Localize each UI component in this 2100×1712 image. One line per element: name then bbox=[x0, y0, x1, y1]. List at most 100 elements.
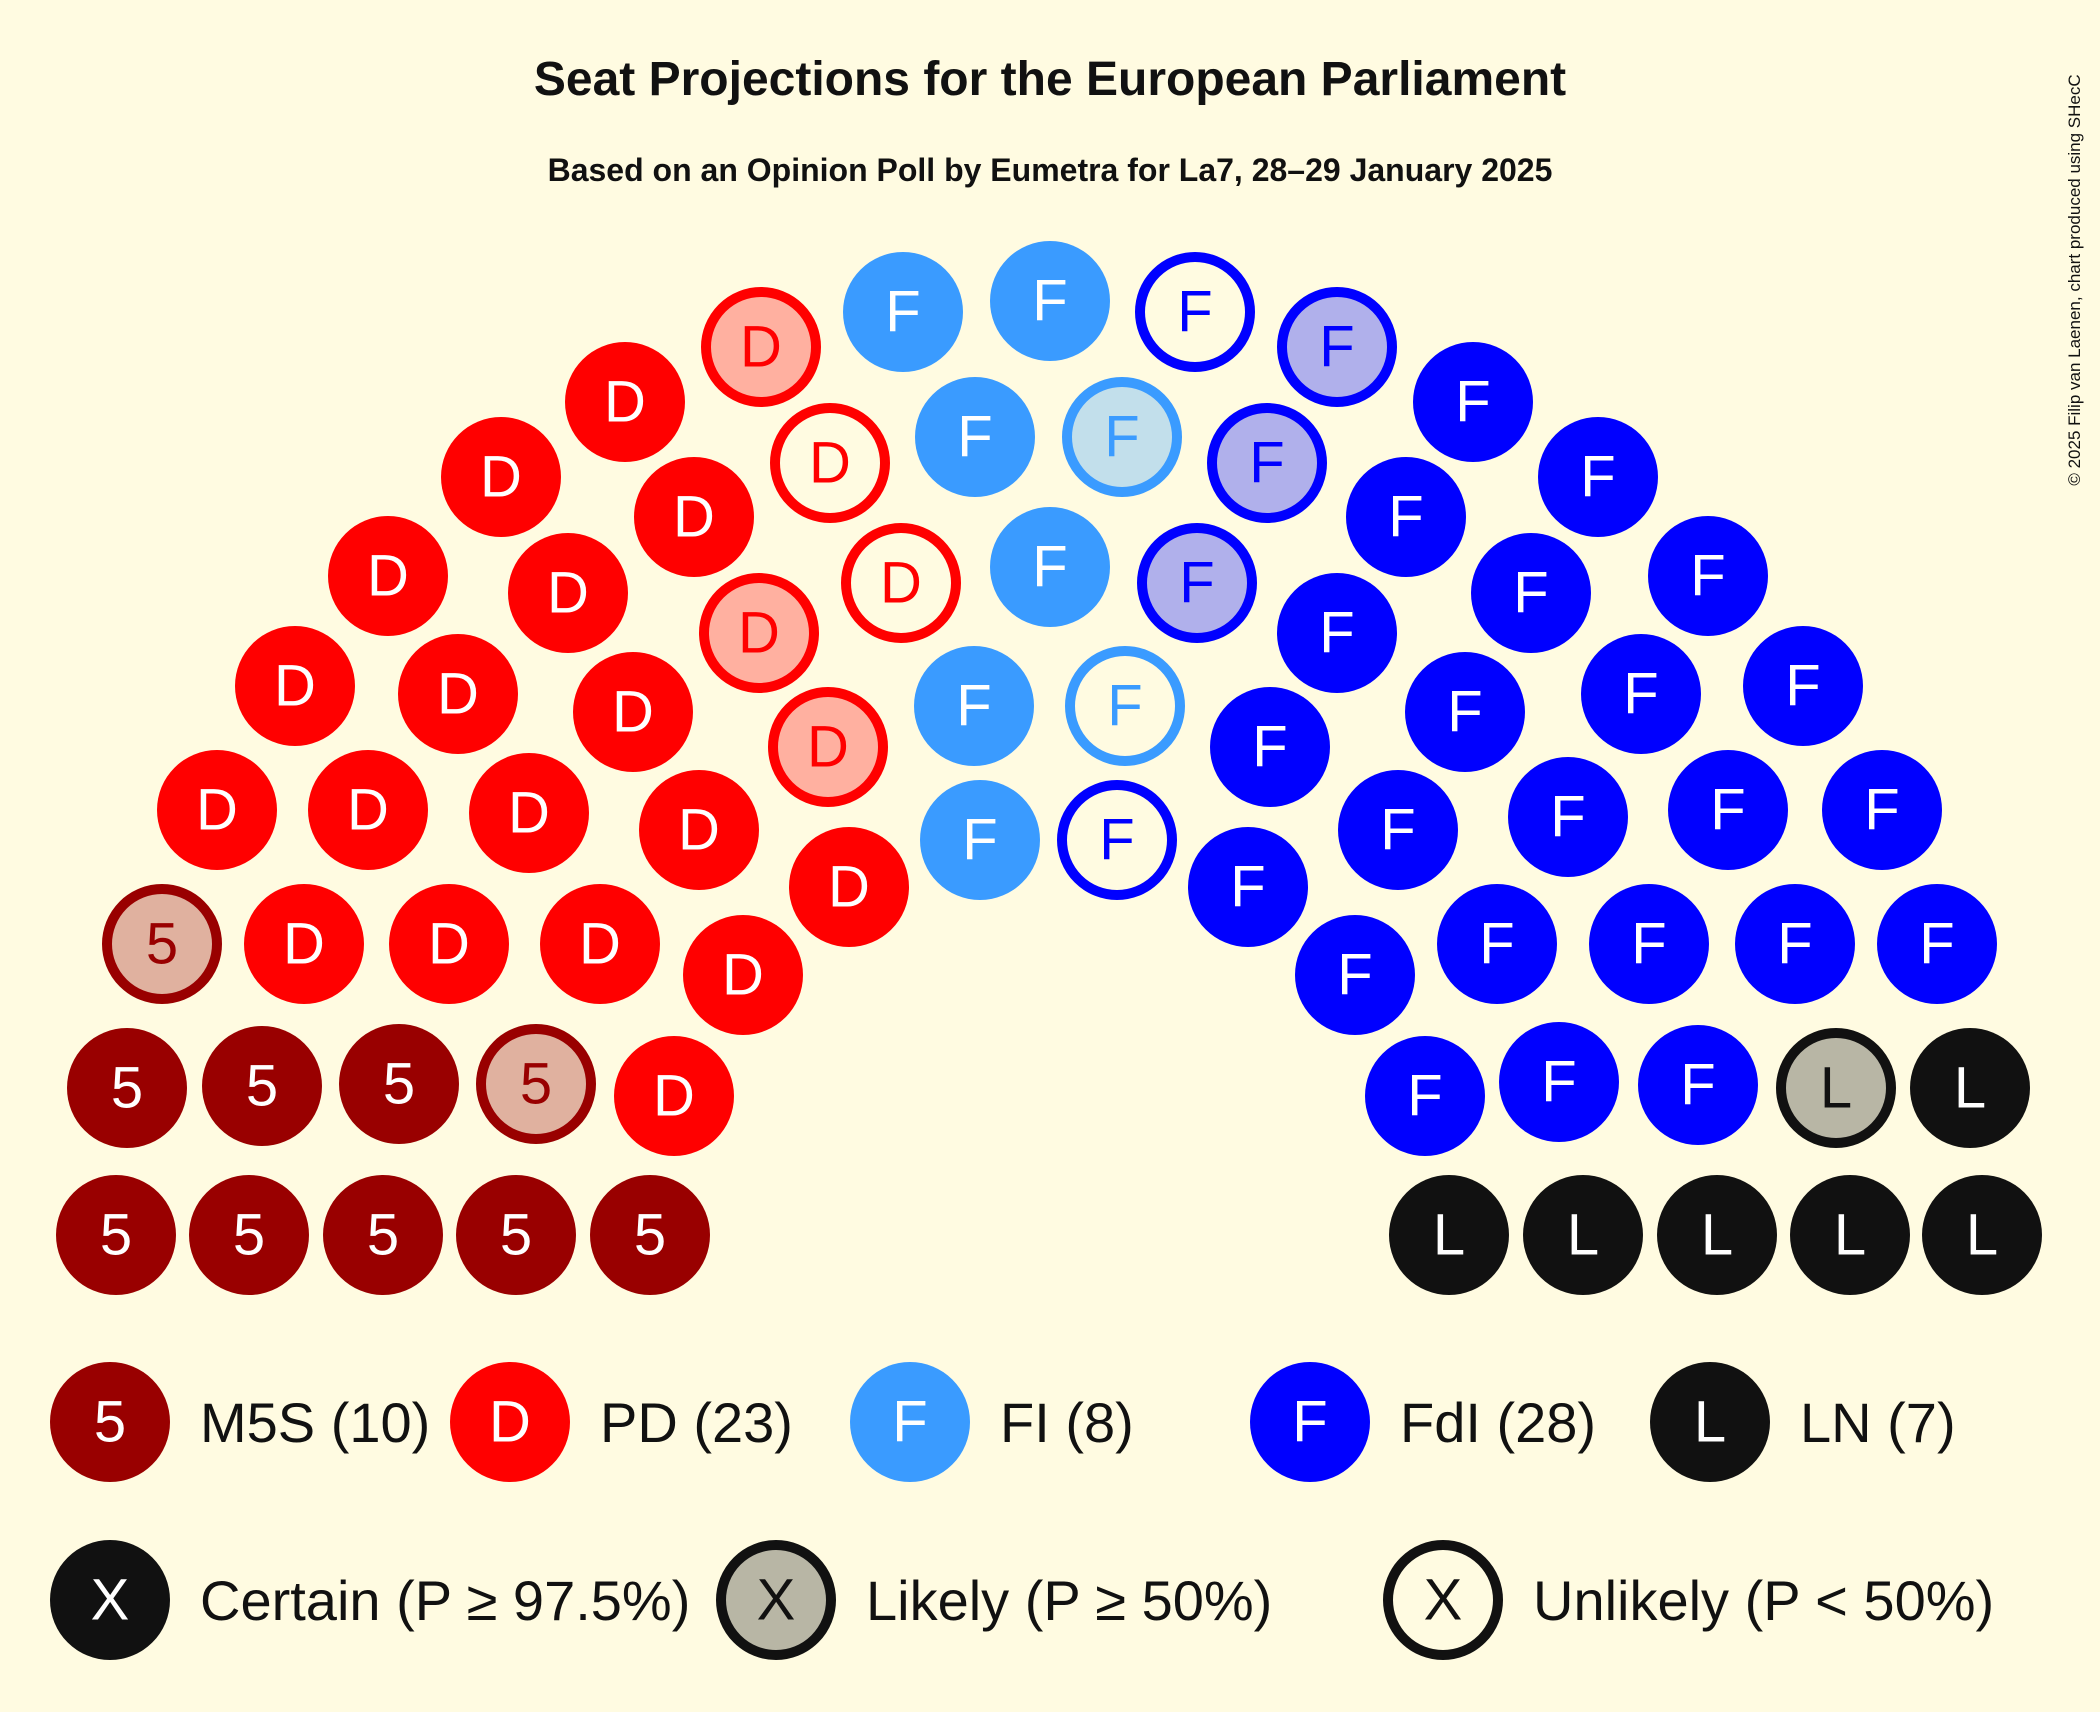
seat-ln: L bbox=[1657, 1175, 1777, 1295]
seat-symbol: 5 bbox=[146, 912, 178, 977]
seat-circle bbox=[540, 884, 660, 1004]
legend-label-pd: PD (23) bbox=[600, 1391, 793, 1454]
seat-fdi: F bbox=[1589, 884, 1709, 1004]
seat-symbol: F bbox=[1447, 680, 1482, 745]
seat-symbol: F bbox=[1252, 715, 1287, 780]
seat-pd: D bbox=[768, 687, 888, 807]
seat-circle bbox=[508, 533, 628, 653]
seat-pd: D bbox=[398, 634, 518, 754]
seat-circle bbox=[1743, 626, 1863, 746]
seat-symbol: F bbox=[1550, 785, 1585, 850]
legend-symbol: F bbox=[1292, 1390, 1327, 1455]
seat-symbol: F bbox=[1407, 1064, 1442, 1129]
seat-symbol: F bbox=[885, 280, 920, 345]
seat-circle bbox=[1389, 1175, 1509, 1295]
legend-symbol: X bbox=[757, 1568, 796, 1633]
seat-circle bbox=[1137, 523, 1257, 643]
seat-pd: D bbox=[441, 417, 561, 537]
seat-symbol: L bbox=[1966, 1203, 1998, 1268]
seat-circle bbox=[157, 750, 277, 870]
seat-symbol: F bbox=[1710, 778, 1745, 843]
seat-symbol: D bbox=[673, 485, 715, 550]
seat-circle bbox=[235, 626, 355, 746]
seat-circle bbox=[1057, 780, 1177, 900]
seat-circle bbox=[1277, 287, 1397, 407]
seat-circle bbox=[1295, 915, 1415, 1035]
seat-circle bbox=[1910, 1028, 2030, 1148]
seat-circle bbox=[914, 646, 1034, 766]
legend-swatch-fi bbox=[850, 1362, 970, 1482]
seat-fdi: F bbox=[1648, 516, 1768, 636]
seat-symbol: D bbox=[428, 912, 470, 977]
seat-circle bbox=[189, 1175, 309, 1295]
legend-item-unlikely: X Unlikely (P < 50%) bbox=[1383, 1540, 1994, 1660]
seat-symbol: F bbox=[1104, 405, 1139, 470]
seat-circle bbox=[1523, 1175, 1643, 1295]
seat-m5s: 5 bbox=[102, 884, 222, 1004]
seat-fdi: F bbox=[1743, 626, 1863, 746]
legend-swatch-pd bbox=[450, 1362, 570, 1482]
seat-circle bbox=[1135, 252, 1255, 372]
seat-symbol: 5 bbox=[634, 1203, 666, 1268]
seat-circle bbox=[308, 750, 428, 870]
seat-symbol: D bbox=[480, 445, 522, 510]
seat-ln: L bbox=[1922, 1175, 2042, 1295]
seat-symbol: D bbox=[740, 315, 782, 380]
legend-label-ln: LN (7) bbox=[1800, 1391, 1956, 1454]
seat-fdi: F bbox=[1822, 750, 1942, 870]
seat-symbol: F bbox=[1623, 662, 1658, 727]
seat-fi: F bbox=[1062, 377, 1182, 497]
seat-circle bbox=[1657, 1175, 1777, 1295]
seat-fdi: F bbox=[1137, 523, 1257, 643]
seat-m5s: 5 bbox=[339, 1024, 459, 1144]
seat-circle bbox=[683, 915, 803, 1035]
seat-symbol: L bbox=[1433, 1203, 1465, 1268]
seat-circle bbox=[1581, 634, 1701, 754]
seat-symbol: D bbox=[809, 431, 851, 496]
legend-swatch-ln bbox=[1650, 1362, 1770, 1482]
seat-circle bbox=[1065, 646, 1185, 766]
seat-pd: D bbox=[469, 753, 589, 873]
seat-symbol: 5 bbox=[100, 1203, 132, 1268]
seat-symbol: D bbox=[722, 943, 764, 1008]
legend-label-unlikely: Unlikely (P < 50%) bbox=[1533, 1569, 1994, 1632]
legend-swatch-certain bbox=[50, 1540, 170, 1660]
seat-symbol: D bbox=[653, 1064, 695, 1129]
seat-circle bbox=[1062, 377, 1182, 497]
seat-symbol: D bbox=[738, 601, 780, 666]
seat-symbol: F bbox=[1513, 561, 1548, 626]
seat-circle bbox=[389, 884, 509, 1004]
seat-circle bbox=[1589, 884, 1709, 1004]
seat-circle bbox=[1277, 573, 1397, 693]
seat-symbol: 5 bbox=[383, 1052, 415, 1117]
seat-circle bbox=[1210, 687, 1330, 807]
seat-symbol: 5 bbox=[246, 1054, 278, 1119]
seat-symbol: F bbox=[1541, 1050, 1576, 1115]
seat-circle bbox=[1877, 884, 1997, 1004]
seat-symbol: L bbox=[1820, 1056, 1852, 1121]
seat-circle bbox=[1508, 757, 1628, 877]
seat-m5s: 5 bbox=[590, 1175, 710, 1295]
seat-symbol: F bbox=[1107, 674, 1142, 739]
seat-circle bbox=[323, 1175, 443, 1295]
seat-pd: D bbox=[699, 573, 819, 693]
legend-label-m5s: M5S (10) bbox=[200, 1391, 430, 1454]
seat-pd: D bbox=[308, 750, 428, 870]
seat-symbol: F bbox=[1864, 778, 1899, 843]
seat-symbol: F bbox=[1777, 912, 1812, 977]
seat-fdi: F bbox=[1405, 652, 1525, 772]
seat-circle bbox=[1668, 750, 1788, 870]
seat-fi: F bbox=[1065, 646, 1185, 766]
seat-pd: D bbox=[328, 516, 448, 636]
seat-m5s: 5 bbox=[56, 1175, 176, 1295]
seat-fi: F bbox=[915, 377, 1035, 497]
seat-circle bbox=[1413, 342, 1533, 462]
seat-circle bbox=[1790, 1175, 1910, 1295]
seat-fdi: F bbox=[1437, 884, 1557, 1004]
seat-fdi: F bbox=[1346, 457, 1466, 577]
seat-symbol: F bbox=[1580, 445, 1615, 510]
seat-symbol: 5 bbox=[520, 1052, 552, 1117]
seat-circle bbox=[339, 1024, 459, 1144]
legend-item-pd: D PD (23) bbox=[450, 1362, 793, 1482]
